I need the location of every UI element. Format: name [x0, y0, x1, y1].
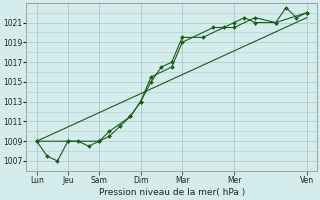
X-axis label: Pression niveau de la mer( hPa ): Pression niveau de la mer( hPa ) — [99, 188, 245, 197]
